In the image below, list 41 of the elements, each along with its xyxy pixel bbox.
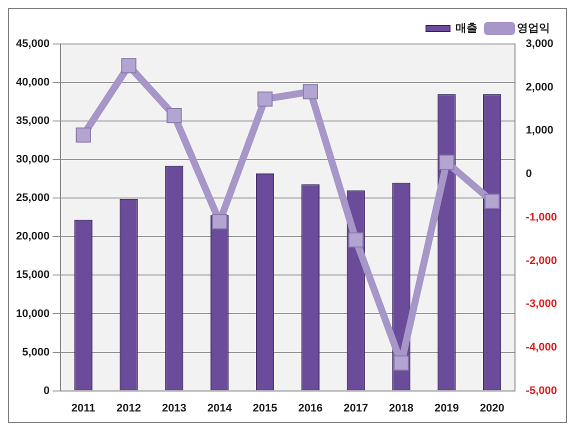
point: [257, 91, 273, 107]
x-tick-label: 2012: [116, 402, 142, 414]
x-tick-label: 2018: [389, 402, 414, 414]
legend-label: 매출: [456, 21, 478, 34]
y-tick-label: 45,000: [16, 38, 50, 50]
point: [348, 232, 364, 248]
y-tick-label: 0: [44, 384, 50, 397]
y2-tick-label: 3,000: [526, 38, 554, 50]
point: [439, 154, 454, 170]
y2-tick-label: -5,000: [526, 384, 558, 397]
y2-tick-label: -1,000: [526, 211, 558, 224]
point: [121, 58, 136, 74]
y-tick-label: 15,000: [16, 269, 50, 282]
y-tick-label: 30,000: [16, 154, 50, 166]
y2-tick-label: 1,000: [526, 124, 554, 137]
y2-tick-label: 0: [526, 168, 532, 180]
point: [302, 84, 318, 100]
y2-tick-label: -4,000: [526, 341, 558, 354]
y-tick-label: 5,000: [22, 346, 50, 358]
x-tick-label: 2011: [71, 402, 96, 414]
x-tick-label: 2013: [162, 402, 186, 414]
y2-tick-label: -2,000: [526, 254, 558, 267]
x-tick-label: 2014: [207, 402, 233, 414]
point: [484, 194, 500, 209]
y-tick-label: 25,000: [16, 192, 50, 204]
x-tick-label: 2016: [298, 402, 323, 414]
y-tick-label: 35,000: [16, 115, 50, 128]
y-tick-label: 10,000: [16, 308, 50, 320]
point: [76, 127, 91, 143]
point: [166, 108, 182, 124]
point: [212, 214, 228, 230]
y2-tick-label: 2,000: [526, 81, 554, 94]
legend-label: 영업익: [517, 21, 550, 34]
y2-tick-label: -3,000: [526, 298, 558, 310]
x-tick-label: 2019: [434, 402, 459, 414]
x-tick-label: 2015: [252, 402, 278, 414]
point: [394, 355, 409, 371]
x-tick-label: 2020: [480, 402, 504, 414]
y-tick-label: 40,000: [16, 76, 50, 89]
y-tick-label: 20,000: [16, 230, 50, 243]
x-tick-label: 2017: [344, 402, 368, 414]
